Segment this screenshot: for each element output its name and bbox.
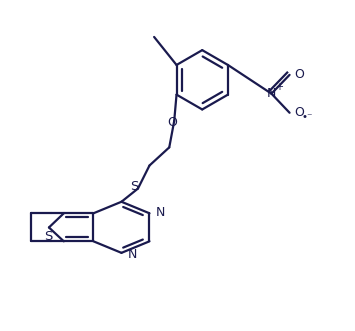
Text: +: + — [275, 82, 283, 92]
Text: O: O — [294, 69, 304, 81]
Text: O: O — [168, 116, 178, 129]
Text: N: N — [127, 248, 137, 261]
Text: O: O — [294, 106, 304, 119]
Text: S: S — [44, 230, 52, 243]
Text: S: S — [130, 180, 138, 193]
Text: •⁻: •⁻ — [302, 112, 313, 122]
Text: N: N — [267, 87, 276, 100]
Text: N: N — [155, 206, 165, 219]
